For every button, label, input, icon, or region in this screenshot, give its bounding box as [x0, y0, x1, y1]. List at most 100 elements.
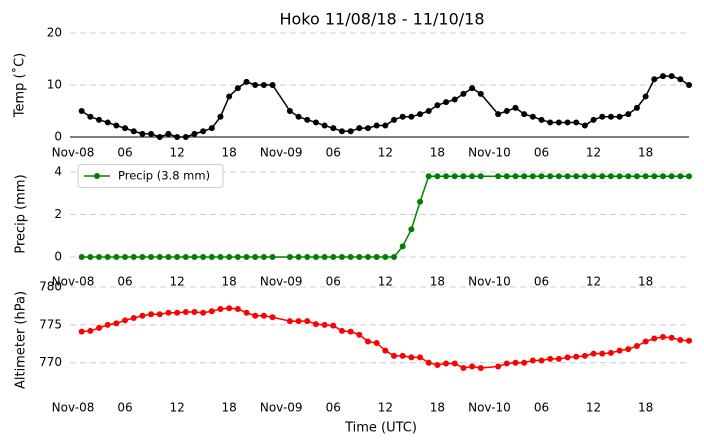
data-point [391, 254, 398, 260]
data-point [338, 327, 345, 334]
x-tick-label: 18 [430, 275, 445, 289]
data-point [443, 173, 450, 180]
x-tick-label: Nov-10 [468, 401, 511, 415]
data-point [321, 122, 328, 129]
x-tick-label: 06 [117, 146, 132, 160]
data-point [165, 309, 172, 316]
x-tick-label: 18 [222, 275, 237, 289]
data-point [581, 122, 588, 129]
data-point [425, 173, 432, 180]
x-tick-label: 06 [117, 401, 132, 415]
data-point [668, 173, 675, 180]
data-point [651, 335, 658, 342]
data-point [122, 254, 129, 260]
x-tick-label: Nov-08 [52, 401, 95, 415]
data-point [616, 173, 623, 180]
data-point [625, 346, 632, 353]
data-point [408, 113, 415, 120]
data-point [260, 312, 267, 319]
y-tick-label: 4 [54, 165, 62, 179]
data-point [625, 173, 632, 180]
data-point [521, 111, 528, 118]
data-point [260, 254, 267, 260]
data-point [451, 173, 458, 180]
data-point [564, 119, 571, 126]
data-point [330, 125, 337, 132]
data-point [286, 318, 293, 325]
data-point [555, 119, 562, 126]
data-point [633, 173, 640, 180]
data-point [130, 315, 137, 322]
data-point [529, 113, 536, 120]
data-point [87, 254, 94, 260]
x-tick-label: 06 [326, 401, 341, 415]
data-point [130, 128, 137, 135]
data-point [156, 311, 163, 318]
data-point [243, 254, 250, 260]
data-point [599, 113, 606, 120]
data-point [651, 76, 658, 83]
data-point [477, 365, 484, 372]
data-point [642, 93, 649, 100]
data-point [104, 321, 111, 328]
x-tick-label: 12 [586, 275, 601, 289]
data-point [408, 226, 415, 233]
data-point [573, 119, 580, 126]
data-point [338, 254, 345, 260]
data-point [269, 82, 276, 88]
data-point [139, 130, 146, 137]
data-point [364, 125, 371, 132]
data-point [607, 173, 614, 180]
data-point [581, 173, 588, 180]
data-point [460, 90, 467, 97]
data-point [382, 347, 389, 354]
data-point [686, 173, 692, 180]
data-point [668, 73, 675, 80]
data-point [417, 111, 424, 118]
data-point [382, 122, 389, 129]
data-point [304, 254, 311, 260]
y-axis-label: Temp (˚C) [12, 53, 28, 119]
data-point [295, 254, 302, 260]
data-point [226, 254, 233, 260]
data-point [417, 198, 424, 205]
x-tick-label: 06 [534, 146, 549, 160]
data-point [252, 312, 259, 319]
data-point [191, 308, 198, 315]
data-point [364, 338, 371, 345]
data-point [182, 134, 189, 140]
data-point [564, 173, 571, 180]
data-point [156, 254, 163, 260]
x-tick-label: 06 [534, 275, 549, 289]
data-point [642, 173, 649, 180]
data-point [373, 122, 380, 129]
x-tick-label: 06 [117, 275, 132, 289]
data-point [469, 173, 476, 180]
data-point [217, 305, 224, 312]
data-point [659, 173, 666, 180]
data-point [286, 108, 293, 114]
data-point [477, 90, 484, 97]
data-point [373, 254, 380, 260]
data-point [96, 254, 103, 260]
y-axis-label: Precip (mm) [14, 174, 29, 253]
x-tick-label: Nov-08 [52, 275, 95, 289]
data-point [469, 363, 476, 370]
data-point [434, 102, 441, 109]
x-tick-label: 18 [638, 275, 653, 289]
x-tick-label: 06 [534, 401, 549, 415]
data-line [81, 175, 689, 258]
data-point [104, 254, 111, 260]
data-point [182, 308, 189, 315]
data-point [573, 353, 580, 360]
data-point [191, 254, 198, 260]
data-point [443, 360, 450, 367]
x-tick-label: 12 [169, 401, 184, 415]
data-point [417, 354, 424, 361]
data-point [590, 116, 597, 123]
data-point [347, 128, 354, 135]
data-point [174, 134, 181, 140]
data-point [399, 113, 406, 120]
x-axis-label: Time (UTC) [344, 421, 417, 436]
data-point [217, 113, 224, 120]
